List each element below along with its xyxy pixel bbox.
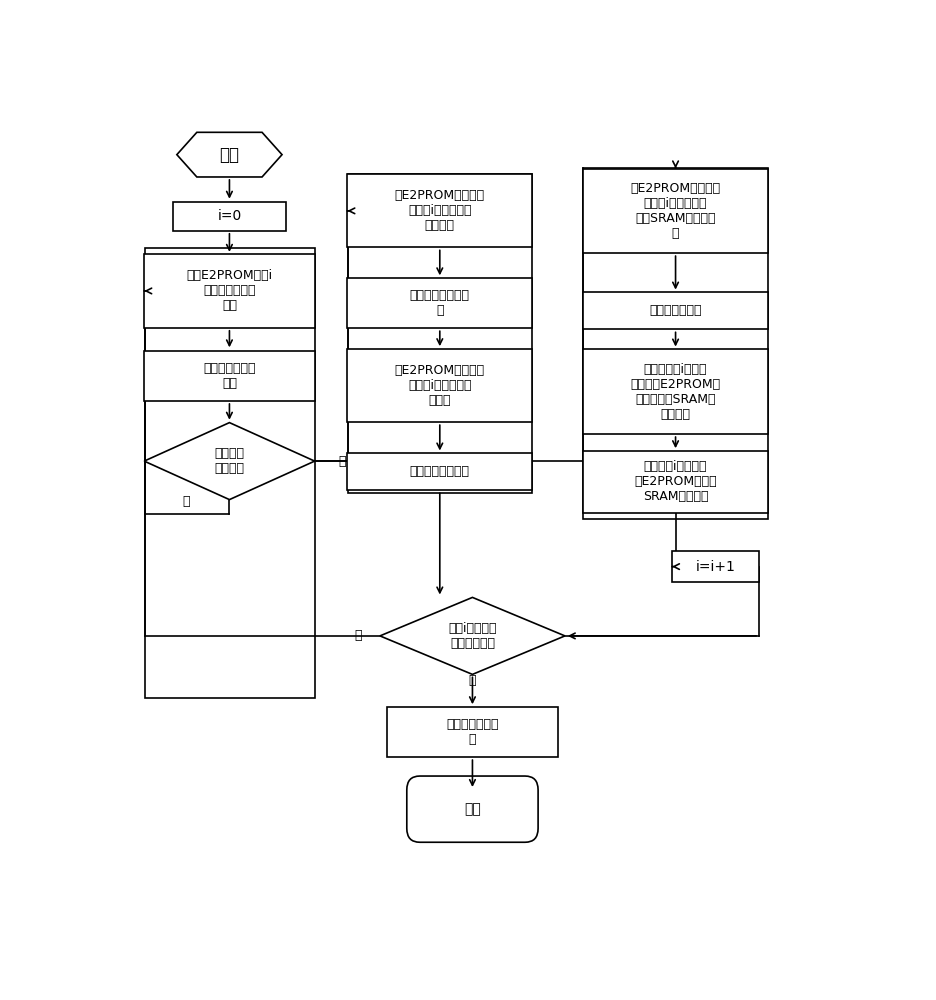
- Text: 开始: 开始: [219, 146, 240, 164]
- Text: 否: 否: [355, 629, 362, 642]
- Text: 程序块长度三取二: 程序块长度三取二: [410, 465, 470, 478]
- Text: 从E2PROM中读取与
功能点i对应的程序
块长度: 从E2PROM中读取与 功能点i对应的程序 块长度: [395, 364, 485, 407]
- Text: 是: 是: [338, 455, 345, 468]
- Bar: [347, 174, 532, 493]
- FancyBboxPatch shape: [173, 202, 285, 231]
- Text: 将功能点i使能标志
由E2PROM加载到
SRAM指定位置: 将功能点i使能标志 由E2PROM加载到 SRAM指定位置: [635, 460, 717, 503]
- Text: 检查E2PROM中第i
个功能点的使能
标志: 检查E2PROM中第i 个功能点的使能 标志: [186, 269, 272, 312]
- Text: 是: 是: [469, 674, 476, 687]
- Text: 在轨功能模块运
行: 在轨功能模块运 行: [446, 718, 499, 746]
- FancyBboxPatch shape: [407, 776, 538, 842]
- FancyBboxPatch shape: [583, 292, 768, 329]
- Text: 从E2PROM中读取与
功能点i对应的程序
块在SRAM中运行地
址: 从E2PROM中读取与 功能点i对应的程序 块在SRAM中运行地 址: [631, 182, 721, 240]
- Polygon shape: [380, 597, 565, 674]
- Text: 结束: 结束: [464, 802, 481, 816]
- FancyBboxPatch shape: [583, 451, 768, 513]
- FancyBboxPatch shape: [388, 707, 558, 757]
- Polygon shape: [144, 423, 314, 500]
- Text: i=i+1: i=i+1: [695, 560, 736, 574]
- Polygon shape: [177, 132, 282, 177]
- Text: 判断i是否大于
功能模块总数: 判断i是否大于 功能模块总数: [448, 622, 497, 650]
- FancyBboxPatch shape: [144, 254, 314, 328]
- FancyBboxPatch shape: [347, 174, 533, 247]
- Text: i=0: i=0: [217, 209, 241, 223]
- Text: 程序块首地址三取
二: 程序块首地址三取 二: [410, 289, 470, 317]
- Text: 将与功能点i对应的
程序块由E2PROM三
取二复制到SRAM中
运行地址: 将与功能点i对应的 程序块由E2PROM三 取二复制到SRAM中 运行地址: [631, 363, 721, 421]
- Text: 从E2PROM中读取与
功能点i对应的程序
块首地址: 从E2PROM中读取与 功能点i对应的程序 块首地址: [395, 189, 485, 232]
- FancyBboxPatch shape: [347, 278, 533, 328]
- FancyBboxPatch shape: [347, 349, 533, 422]
- Bar: [583, 168, 768, 519]
- Bar: [144, 248, 315, 698]
- FancyBboxPatch shape: [144, 351, 314, 401]
- FancyBboxPatch shape: [583, 349, 768, 434]
- FancyBboxPatch shape: [672, 551, 759, 582]
- Text: 运行地址三取二: 运行地址三取二: [650, 304, 702, 317]
- FancyBboxPatch shape: [583, 169, 768, 253]
- FancyBboxPatch shape: [347, 453, 533, 490]
- Text: 否: 否: [183, 495, 190, 508]
- Text: 判断标志
是否使能: 判断标志 是否使能: [214, 447, 244, 475]
- Text: 使能标志三取二
比对: 使能标志三取二 比对: [203, 362, 256, 390]
